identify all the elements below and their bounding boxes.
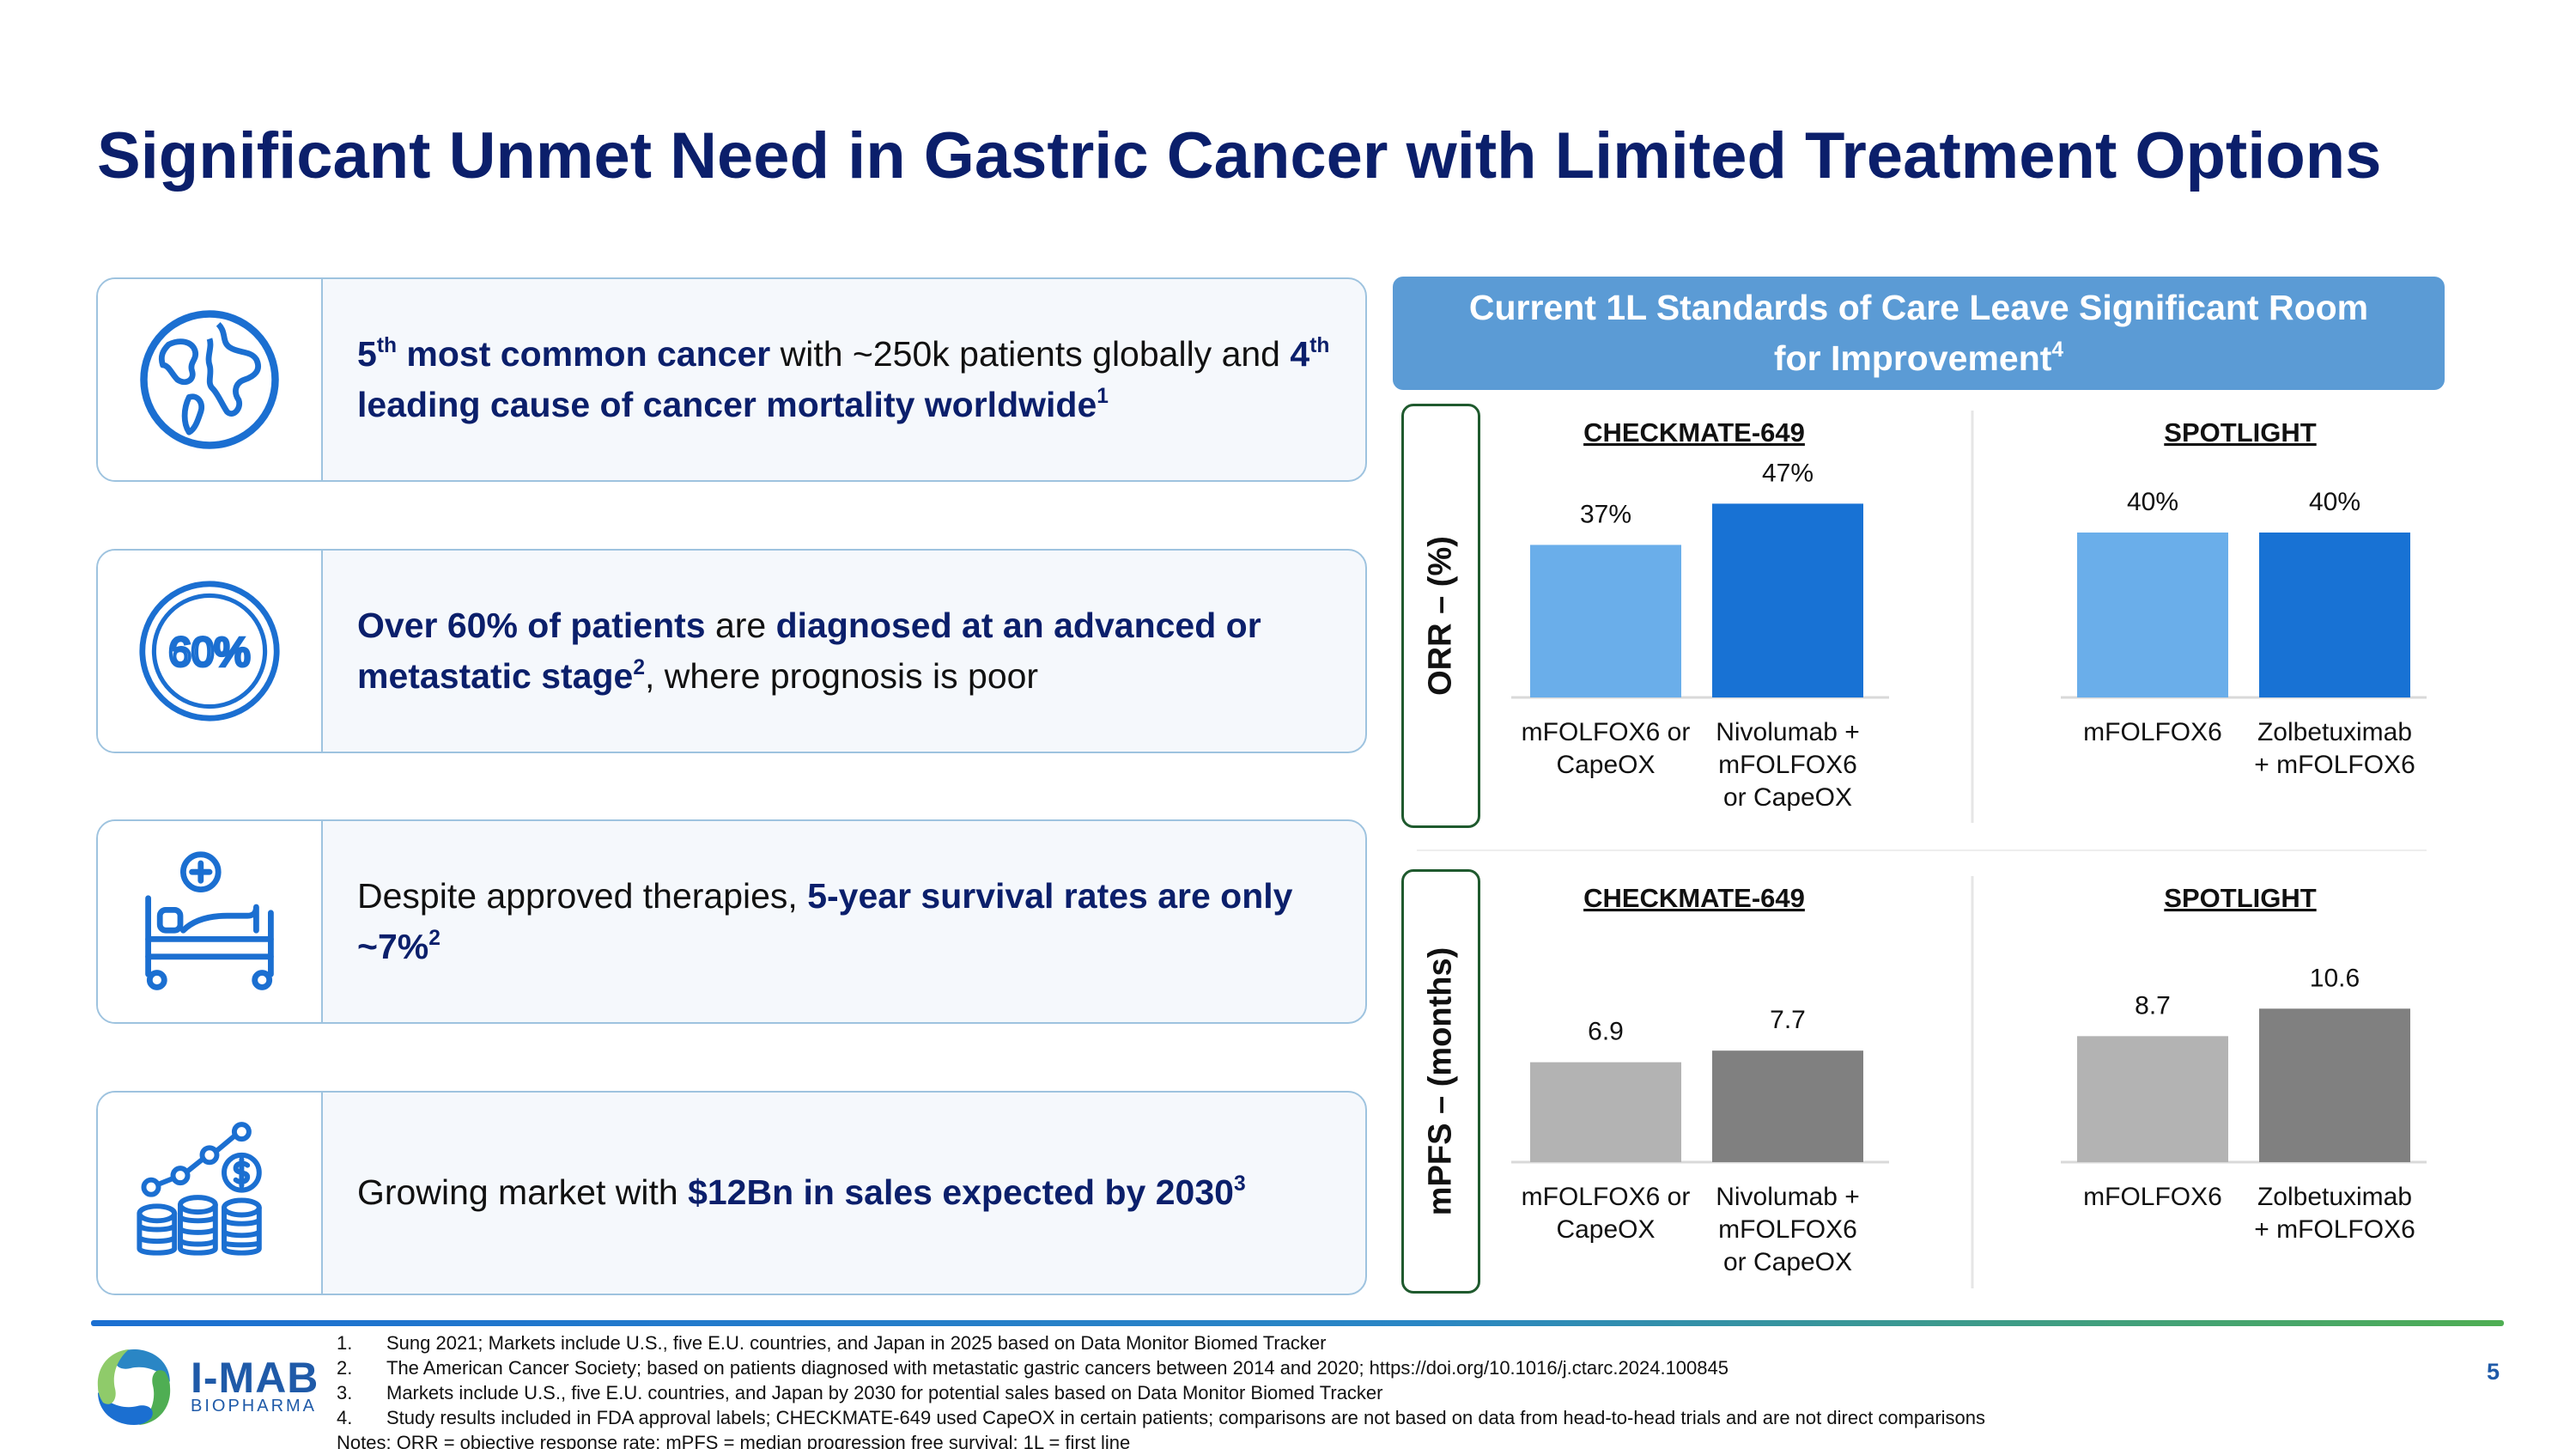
banner-line-1: Current 1L Standards of Care Leave Signi…	[1468, 287, 2369, 327]
icon-box: 60%	[98, 551, 323, 752]
group-title: CHECKMATE-649	[1583, 883, 1805, 913]
bar-checkmate-649-1	[1712, 1050, 1863, 1162]
tick-label: Zolbetuximab	[2257, 718, 2412, 746]
data-label: 7.7	[1770, 1006, 1806, 1034]
bar-checkmate-649-0	[1530, 1062, 1681, 1162]
orr-axis-label: ORR – (%)	[1422, 536, 1459, 696]
data-label: 40%	[2309, 488, 2360, 516]
data-label: 10.6	[2310, 964, 2360, 992]
banner-footnote-ref: 4	[2051, 338, 2064, 362]
footnote-notes: Notes: ORR = objective response rate; mP…	[337, 1432, 1131, 1449]
hospital-bed-icon	[145, 851, 274, 990]
tick-label: mFOLFOX6	[1718, 751, 1857, 779]
card-text-run: diagnosed at an advanced or metastatic s…	[357, 605, 1261, 696]
data-label: 40%	[2127, 488, 2178, 516]
mpfs-axis-label: mPFS – (months)	[1422, 947, 1459, 1216]
card-text-run: Growing market with	[357, 1172, 689, 1213]
tick-label: CapeOX	[1556, 751, 1655, 779]
footnotes: 1. Sung 2021; Markets include U.S., five …	[337, 1330, 2483, 1449]
tick-label: + mFOLFOX6	[2254, 1215, 2415, 1244]
card-text: Despite approved therapies, 5-year survi…	[357, 821, 1348, 1022]
mpfs-axis-label-box: mPFS – (months)	[1401, 869, 1480, 1294]
tick-label: mFOLFOX6	[2083, 718, 2222, 746]
footnote-1: 1. Sung 2021; Markets include U.S., five …	[337, 1332, 1327, 1354]
card-text-run: with ~250k patients globally and	[770, 333, 1291, 374]
globe-icon	[140, 310, 279, 449]
card-text-run: most common cancer	[397, 333, 771, 374]
tick-label: Nivolumab +	[1716, 718, 1860, 746]
footnote-3: 3. Markets include U.S., five E.U. countr…	[337, 1382, 1383, 1403]
card-text-run: leading cause of cancer mortality worldw…	[357, 385, 1097, 424]
tick-label: + mFOLFOX6	[2254, 751, 2415, 779]
bar-spotlight-0	[2077, 533, 2228, 697]
page-title: Significant Unmet Need in Gastric Cancer…	[97, 119, 2382, 192]
logo-subtitle: BIOPHARMA	[191, 1397, 318, 1416]
tick-label: or CapeOX	[1723, 1248, 1852, 1276]
tick-label: or CapeOX	[1723, 783, 1852, 812]
tick-label: Zolbetuximab	[2257, 1183, 2412, 1211]
footnote-2: 2. The American Cancer Society; based on …	[337, 1357, 1728, 1379]
card-text: Growing market with $12Bn in sales expec…	[357, 1093, 1348, 1294]
icon-box	[98, 1093, 323, 1294]
card-text-run: 2	[428, 927, 440, 951]
bar-checkmate-649-0	[1530, 545, 1681, 697]
data-label: 47%	[1762, 459, 1814, 487]
orr-axis-label-box: ORR – (%)	[1401, 404, 1480, 828]
chart-banner: Current 1L Standards of Care Leave Signi…	[1393, 277, 2445, 390]
icon-box	[98, 821, 323, 1022]
info-card-survival: Despite approved therapies, 5-year survi…	[96, 819, 1367, 1024]
card-text-run: 2	[633, 656, 646, 680]
page-number: 5	[2487, 1359, 2500, 1385]
data-label: 6.9	[1588, 1018, 1624, 1046]
bar-spotlight-1	[2259, 1008, 2410, 1162]
card-text-run: 5	[357, 333, 377, 374]
logo-name: I-MAB	[191, 1354, 319, 1402]
info-card-cancer-rank: 5th most common cancer with ~250k patien…	[96, 277, 1367, 482]
tick-label: Nivolumab +	[1716, 1183, 1860, 1211]
footer-rule	[91, 1320, 2504, 1326]
banner-line-2: for Improvement	[1773, 338, 2052, 378]
footnote-4: 4. Study results included in FDA approval…	[337, 1407, 1986, 1428]
card-text-run: $12Bn in sales expected by 2030	[688, 1172, 1234, 1213]
group-title: CHECKMATE-649	[1583, 417, 1805, 447]
card-text-run: Over 60% of patients	[357, 605, 706, 645]
growth-coins-icon	[137, 1122, 262, 1256]
card-text-run: Despite approved therapies,	[357, 875, 808, 916]
tick-label: mFOLFOX6	[1718, 1215, 1857, 1244]
card-text: 5th most common cancer with ~250k patien…	[357, 279, 1348, 480]
icon-box	[98, 279, 323, 480]
tick-label: mFOLFOX6	[2083, 1183, 2222, 1211]
card-text: Over 60% of patients are diagnosed at an…	[357, 551, 1348, 752]
bar-spotlight-1	[2259, 533, 2410, 697]
card-text-run: th	[1309, 333, 1330, 357]
info-card-advanced-stage: 60% Over 60% of patients are diagnosed a…	[96, 549, 1367, 753]
card-text-run: 3	[1233, 1172, 1246, 1196]
card-text-run: , where prognosis is poor	[645, 656, 1039, 696]
tick-label: CapeOX	[1556, 1215, 1655, 1244]
imab-logo-icon	[97, 1349, 171, 1425]
sixty-percent-text: 60%	[168, 630, 250, 675]
bar-checkmate-649-1	[1712, 503, 1863, 697]
card-text-run: 5-year survival rates are only ~7%	[357, 875, 1293, 966]
data-label: 8.7	[2135, 991, 2171, 1020]
sixty-percent-icon: 60%	[139, 581, 280, 721]
data-label: 37%	[1580, 500, 1631, 528]
info-card-market: Growing market with $12Bn in sales expec…	[96, 1091, 1367, 1295]
group-title: SPOTLIGHT	[2164, 417, 2316, 447]
tick-label: mFOLFOX6 or	[1522, 718, 1691, 746]
card-text-run: th	[376, 333, 398, 357]
tick-label: mFOLFOX6 or	[1522, 1183, 1691, 1211]
bar-spotlight-0	[2077, 1036, 2228, 1162]
group-title: SPOTLIGHT	[2164, 883, 2316, 913]
card-text-run: 1	[1097, 385, 1109, 409]
card-text-run: 4	[1290, 333, 1310, 374]
card-text-run: are	[705, 605, 776, 645]
